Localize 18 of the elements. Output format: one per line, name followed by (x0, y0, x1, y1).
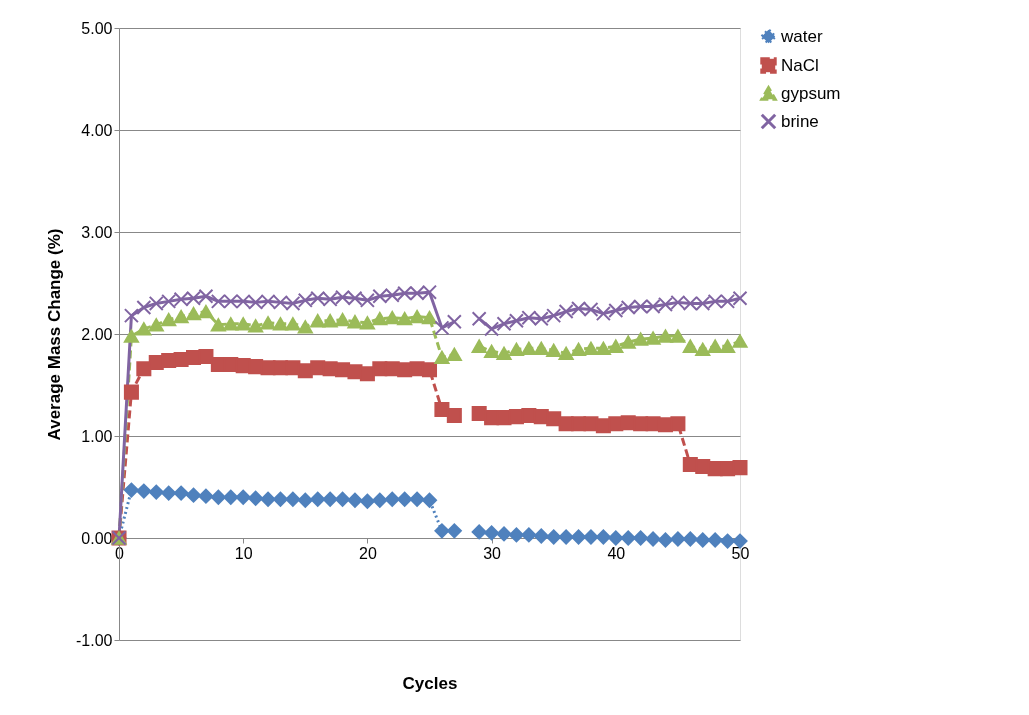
legend-label: water (780, 26, 823, 46)
legend-label: gypsum (781, 83, 841, 103)
x-tick-label: 30 (483, 544, 502, 562)
legend-label: NaCl (781, 55, 819, 75)
y-tick-label: 0.00 (81, 529, 113, 547)
x-tick-label: 50 (731, 544, 750, 562)
legend-label: brine (781, 111, 819, 131)
y-tick-label: 5.00 (81, 19, 113, 37)
x-tick-label: 20 (359, 544, 377, 562)
y-tick-label: 2.00 (81, 325, 113, 343)
y-axis-title: Average Mass Change (%) (45, 228, 65, 441)
y-tick-label: -1.00 (76, 631, 113, 649)
y-tick-label: 1.00 (81, 427, 113, 445)
y-tick-label: 3.00 (81, 223, 113, 241)
x-tick-label: 40 (607, 544, 626, 562)
x-tick-label: 10 (234, 544, 253, 562)
y-tick-label: 4.00 (81, 121, 113, 139)
x-axis-title: Cycles (402, 673, 458, 693)
